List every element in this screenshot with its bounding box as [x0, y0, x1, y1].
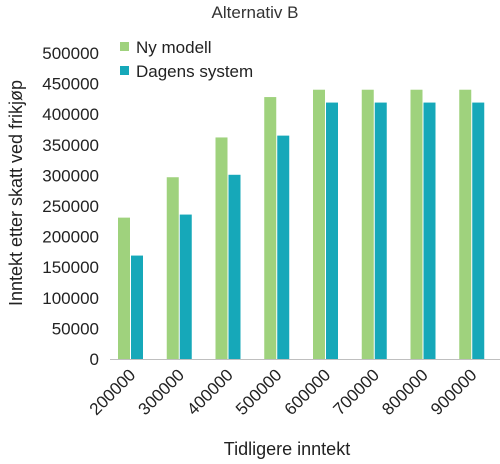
- bar-dagens-system: [179, 214, 192, 359]
- x-axis-label: Tidligere inntekt: [224, 439, 350, 459]
- bar-dagens-system: [228, 174, 241, 359]
- legend: Ny modell Dagens system: [120, 38, 253, 81]
- bar-ny-modell: [215, 137, 228, 359]
- bar-dagens-system: [472, 102, 485, 360]
- bar-dagens-system: [131, 255, 143, 359]
- y-tick-label: 50000: [52, 319, 99, 338]
- y-tick-label: 200000: [42, 228, 99, 247]
- y-tick-label: 500000: [42, 44, 99, 63]
- legend-label: Ny modell: [136, 38, 212, 57]
- x-tick-label: 600000: [281, 365, 335, 419]
- y-tick-label: 250000: [42, 197, 99, 216]
- bar-ny-modell: [118, 217, 130, 359]
- y-tick-label: 0: [90, 350, 99, 369]
- chart-title: Alternativ B: [212, 3, 299, 22]
- x-tick-label: 300000: [135, 365, 189, 419]
- y-tick-label: 450000: [42, 75, 99, 94]
- bar-dagens-system: [374, 102, 387, 360]
- y-tick-label: 150000: [42, 258, 99, 277]
- bar-dagens-system: [277, 135, 290, 359]
- bar-ny-modell: [264, 97, 277, 360]
- bar-dagens-system: [326, 102, 338, 360]
- x-tick-label: 200000: [86, 365, 140, 419]
- x-tick-label: 700000: [330, 365, 384, 419]
- y-tick-label: 350000: [42, 136, 99, 155]
- y-tick-label: 100000: [42, 289, 99, 308]
- bar-ny-modell: [313, 89, 325, 359]
- x-tick-label: 800000: [378, 365, 432, 419]
- x-tick-label: 900000: [427, 365, 481, 419]
- x-tick-label: 500000: [232, 365, 286, 419]
- legend-swatch: [120, 42, 129, 51]
- bar-ny-modell: [410, 89, 423, 359]
- y-tick-label: 300000: [42, 166, 99, 185]
- bar-dagens-system: [423, 102, 436, 360]
- bars: [118, 89, 485, 360]
- bar-ny-modell: [361, 89, 374, 359]
- y-axis-label: Inntekt etter skatt ved frikjøp: [6, 80, 26, 306]
- y-tick-labels: 0 50000 100000 150000 200000 250000 300000 3500…: [42, 44, 99, 369]
- bar-ny-modell: [459, 89, 472, 359]
- y-tick-label: 400000: [42, 105, 99, 124]
- legend-swatch: [120, 66, 129, 75]
- x-tick-label: 400000: [183, 365, 237, 419]
- legend-label: Dagens system: [136, 62, 253, 81]
- bar-ny-modell: [166, 177, 179, 359]
- x-tick-labels: 2000003000004000005000006000007000008000…: [86, 365, 481, 419]
